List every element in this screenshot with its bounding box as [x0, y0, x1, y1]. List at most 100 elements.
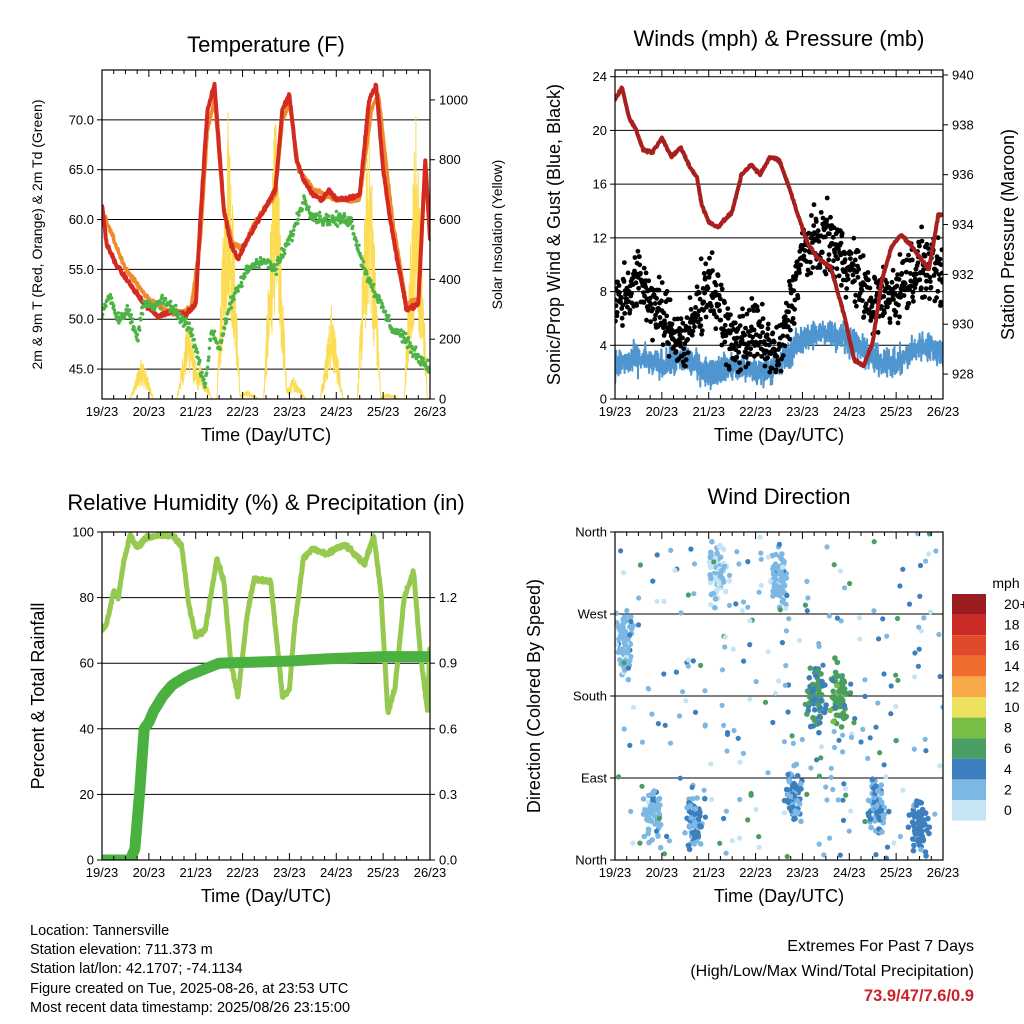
direction-point: [758, 556, 764, 562]
direction-point: [865, 755, 871, 762]
direction-point: [877, 808, 883, 814]
gust-point: [910, 289, 916, 295]
series-total-precipitation: [102, 651, 430, 860]
direction-point: [807, 665, 814, 671]
direction-point: [781, 582, 787, 589]
direction-point: [678, 610, 684, 616]
gust-point: [747, 352, 753, 357]
direction-point: [772, 582, 778, 588]
gust-point: [851, 235, 857, 241]
direction-point: [737, 796, 743, 803]
direction-point: [848, 681, 854, 687]
dewpoint-point: [232, 297, 236, 302]
gust-point: [698, 256, 704, 262]
dewpoint-point: [202, 377, 206, 382]
direction-point: [891, 840, 897, 846]
direction-point: [926, 551, 932, 557]
direction-point: [841, 781, 847, 787]
dewpoint-point: [153, 306, 157, 310]
direction-point: [709, 796, 715, 803]
gust-point: [705, 285, 711, 291]
gust-point: [755, 351, 760, 357]
direction-point: [740, 750, 747, 757]
direction-point: [827, 835, 833, 841]
direction-point: [702, 723, 708, 729]
direction-point: [756, 834, 762, 840]
dewpoint-point: [174, 308, 178, 312]
direction-point: [618, 548, 624, 554]
gust-point: [790, 316, 796, 321]
gust-point: [619, 315, 625, 321]
direction-point: [688, 810, 695, 817]
dewpoint-point: [318, 214, 323, 219]
gust-point: [726, 366, 732, 372]
gust-point: [750, 334, 755, 340]
legend-swatch: [952, 635, 986, 656]
dewpoint-point: [365, 272, 369, 276]
gust-point: [914, 271, 919, 277]
direction-point: [818, 744, 825, 750]
gust-point: [771, 339, 777, 345]
gust-point: [918, 285, 924, 291]
direction-point: [873, 724, 879, 730]
direction-point: [922, 821, 928, 828]
gust-point: [896, 277, 902, 282]
direction-point: [784, 853, 790, 860]
direction-point: [770, 571, 777, 577]
direction-point: [915, 836, 921, 843]
gust-point: [714, 314, 719, 320]
gust-point: [764, 332, 770, 338]
gust-point: [811, 223, 817, 229]
gust-point: [742, 332, 748, 338]
direction-point: [708, 761, 714, 767]
legend-swatch: [952, 655, 986, 677]
direction-point: [811, 707, 818, 713]
dewpoint-point: [203, 385, 207, 389]
gust-point: [823, 271, 829, 277]
gust-point: [811, 202, 817, 208]
direction-point: [712, 604, 718, 611]
recent-timestamp: Most recent data timestamp: 2025/08/26 2…: [30, 999, 351, 1016]
direction-point: [697, 813, 703, 819]
gust-point: [738, 367, 743, 373]
direction-point: [616, 624, 622, 631]
plot-area: [615, 85, 943, 391]
gust-point: [825, 223, 831, 228]
gust-point: [808, 270, 814, 276]
direction-point: [649, 837, 655, 843]
gust-point: [935, 235, 941, 241]
direction-point: [627, 742, 633, 749]
gust-point: [707, 255, 712, 261]
gust-point: [831, 258, 836, 264]
direction-point: [918, 846, 924, 853]
direction-point: [691, 591, 697, 597]
direction-point: [781, 739, 788, 745]
gust-point: [700, 286, 706, 291]
gust-point: [687, 295, 693, 300]
gust-point: [848, 251, 854, 256]
direction-point: [881, 762, 887, 768]
dewpoint-point: [195, 350, 200, 355]
direction-point: [639, 783, 645, 789]
x-tick-label: 20/23: [133, 865, 166, 880]
gust-point: [809, 213, 814, 218]
direction-point: [655, 721, 662, 727]
dewpoint-point: [408, 341, 412, 345]
gust-point: [740, 306, 745, 312]
gust-point: [664, 289, 670, 294]
y-axis-label: Direction (Colored By Speed): [524, 579, 544, 813]
gust-point: [906, 252, 911, 258]
dewpoint-point: [282, 248, 287, 252]
direction-point: [792, 808, 799, 814]
gust-point: [662, 321, 668, 327]
direction-point: [680, 689, 686, 695]
dewpoint-point: [211, 332, 216, 337]
direction-point: [798, 786, 804, 792]
direction-point: [913, 802, 920, 809]
gust-point: [717, 296, 723, 302]
direction-point: [835, 797, 841, 803]
extremes-values: 73.9/47/7.6/0.9: [863, 987, 974, 1005]
gust-point: [702, 290, 707, 296]
direction-point: [714, 550, 720, 556]
dewpoint-point: [190, 327, 194, 332]
